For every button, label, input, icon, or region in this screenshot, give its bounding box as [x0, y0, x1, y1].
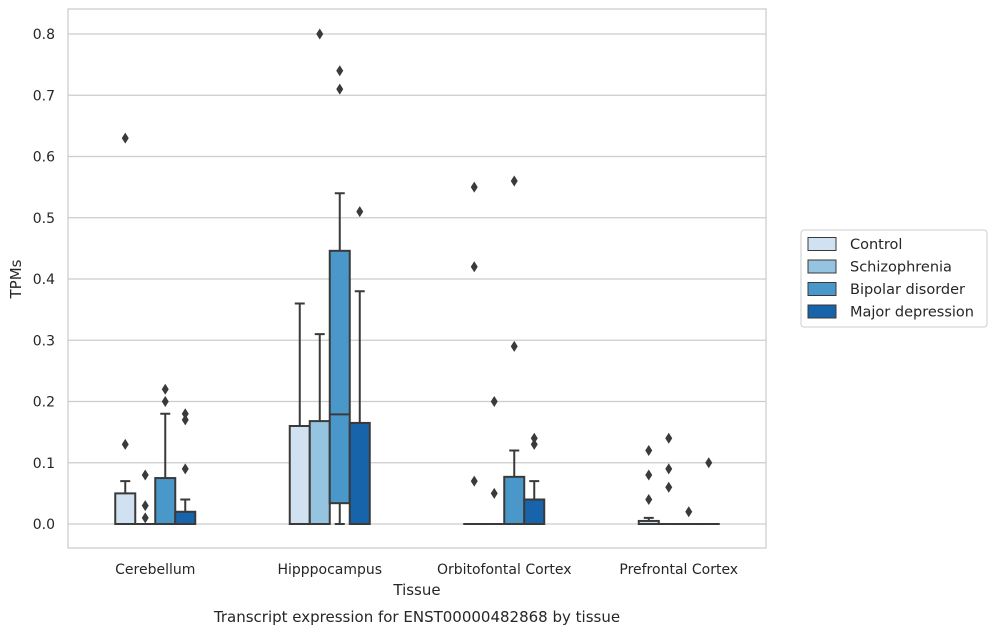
y-axis-label: TPMs [7, 259, 25, 299]
y-tick-label: 0.7 [33, 88, 55, 104]
box-body [114, 492, 137, 525]
legend-swatch [807, 259, 837, 274]
outlier-point [490, 396, 498, 407]
y-tick-label: 0.2 [33, 395, 55, 411]
outlier-point [530, 438, 538, 450]
y-tick-label: 0.1 [33, 456, 55, 472]
outlier-point [316, 28, 324, 40]
outlier-point [356, 206, 364, 218]
box-major-depression [348, 206, 371, 525]
outlier-point [181, 463, 189, 475]
outlier-point [470, 475, 478, 487]
box-body [328, 249, 351, 505]
y-gridlines [68, 33, 766, 525]
box-plot-series [114, 28, 720, 526]
outlier-point [665, 432, 673, 444]
y-tick-label: 0.0 [33, 517, 55, 533]
outlier-point [181, 408, 189, 420]
legend-label: Bipolar disorder [850, 282, 965, 298]
legend-swatch [807, 304, 837, 319]
y-tick-label: 0.4 [33, 272, 55, 288]
y-tick-label: 0.6 [33, 150, 55, 166]
box-control [288, 302, 311, 525]
box-body [348, 421, 371, 525]
x-tick-label: Cerebellum [115, 562, 195, 578]
box-body [154, 477, 177, 525]
box-control [637, 445, 660, 525]
box-control [463, 181, 486, 526]
legend-swatch [807, 237, 837, 251]
legend-label: Schizophrenia [850, 260, 952, 276]
box-body [288, 425, 311, 525]
box-bipolar-disorder [154, 383, 177, 525]
plot-area-frame [67, 8, 767, 549]
box-body [503, 475, 526, 525]
x-tick-label: Orbitofontal Cortex [437, 562, 572, 578]
outlier-point [121, 438, 129, 450]
box-major-depression [523, 432, 546, 525]
outlier-point [490, 487, 498, 499]
y-axis-ticks: 0.0 0.1 0.2 0.3 0.4 0.5 0.6 0.7 0.8 [33, 27, 55, 533]
box-control [114, 132, 137, 525]
outlier-point [336, 65, 344, 77]
x-tick-label: Prefrontal Cortex [619, 562, 738, 578]
box-schizophrenia [134, 469, 157, 526]
outlier-point [685, 506, 693, 518]
box-schizophrenia [308, 28, 331, 526]
outlier-point [121, 132, 129, 144]
box-bipolar-disorder [677, 506, 700, 526]
x-axis-label: Tissue [392, 581, 440, 599]
legend-label: Major depression [850, 305, 974, 321]
legend: Control Schizophrenia Bipolar disorder Majo… [800, 229, 988, 328]
outlier-point [645, 445, 653, 456]
outlier-point [336, 83, 344, 95]
outlier-point [141, 512, 149, 524]
y-tick-label: 0.3 [33, 333, 55, 349]
outlier-point [161, 396, 169, 407]
outlier-point [161, 383, 169, 395]
y-tick-label: 0.8 [33, 27, 55, 43]
legend-swatch [807, 282, 837, 296]
outlier-point [530, 432, 538, 444]
outlier-point [645, 494, 653, 505]
box-body [523, 498, 546, 525]
outlier-point [510, 175, 518, 187]
outlier-point [470, 261, 478, 273]
box-schizophrenia [657, 432, 680, 526]
x-axis-ticks: Cerebellum Hipppocampus Orbitofontal Corte… [115, 562, 738, 578]
legend-frame [800, 229, 988, 328]
box-bipolar-disorder [503, 175, 526, 525]
box-body [308, 420, 331, 526]
box-major-depression [697, 457, 720, 526]
outlier-point [181, 414, 189, 426]
outlier-point [141, 469, 149, 481]
box-schizophrenia [483, 396, 506, 526]
y-tick-label: 0.5 [33, 211, 55, 227]
x-tick-label: Hipppocampus [277, 562, 382, 578]
outlier-point [665, 463, 673, 475]
outlier-point [510, 340, 518, 352]
outlier-point [705, 457, 713, 469]
legend-label: Control [850, 237, 902, 253]
box-body [174, 510, 197, 525]
box-bipolar-disorder [328, 65, 351, 525]
outlier-point [645, 469, 653, 481]
outlier-point [141, 500, 149, 512]
figure-caption: Transcript expression for ENST0000048286… [213, 608, 620, 626]
box-major-depression [174, 408, 197, 525]
outlier-point [665, 481, 673, 493]
outlier-point [470, 181, 478, 193]
